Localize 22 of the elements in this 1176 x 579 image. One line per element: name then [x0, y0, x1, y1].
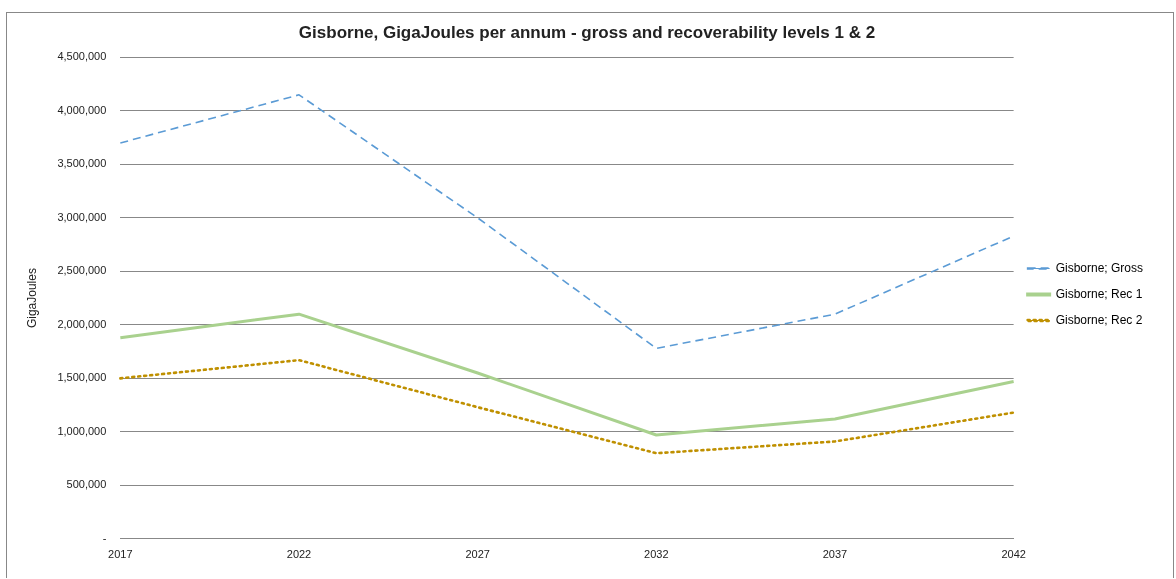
y-axis-title: GigaJoules [24, 268, 39, 329]
y-tick-label: 3,000,000 [57, 210, 107, 223]
y-tick-label: 2,000,000 [57, 317, 107, 330]
line-series [119, 358, 1015, 455]
y-tick-label: 2,500,000 [57, 264, 107, 277]
x-tick-label: 2037 [822, 548, 848, 561]
y-tick-label: 4,500,000 [57, 50, 107, 63]
y-tick-label: 500,000 [66, 478, 107, 491]
chart-title: Gisborne, GigaJoules per annum - gross and recoverability levels 1 & 2 [298, 22, 876, 42]
x-tick-label: 2032 [644, 548, 669, 561]
y-tick-label: 1,500,000 [57, 371, 107, 384]
y-tick-label: - [102, 531, 107, 544]
legend-label: Gisborne; Rec 2 [1055, 312, 1143, 327]
x-tick-label: 2042 [1001, 548, 1026, 561]
x-tick-label: 2027 [465, 548, 490, 561]
x-tick-label: 2017 [108, 548, 133, 561]
x-tick-label: 2022 [286, 548, 312, 561]
legend-label: Gisborne; Rec 1 [1055, 286, 1143, 301]
y-tick-label: 4,000,000 [57, 103, 107, 116]
legend-label: Gisborne; Gross [1055, 260, 1144, 275]
y-tick-label: 1,000,000 [57, 424, 107, 437]
y-tick-label: 3,500,000 [57, 157, 107, 170]
